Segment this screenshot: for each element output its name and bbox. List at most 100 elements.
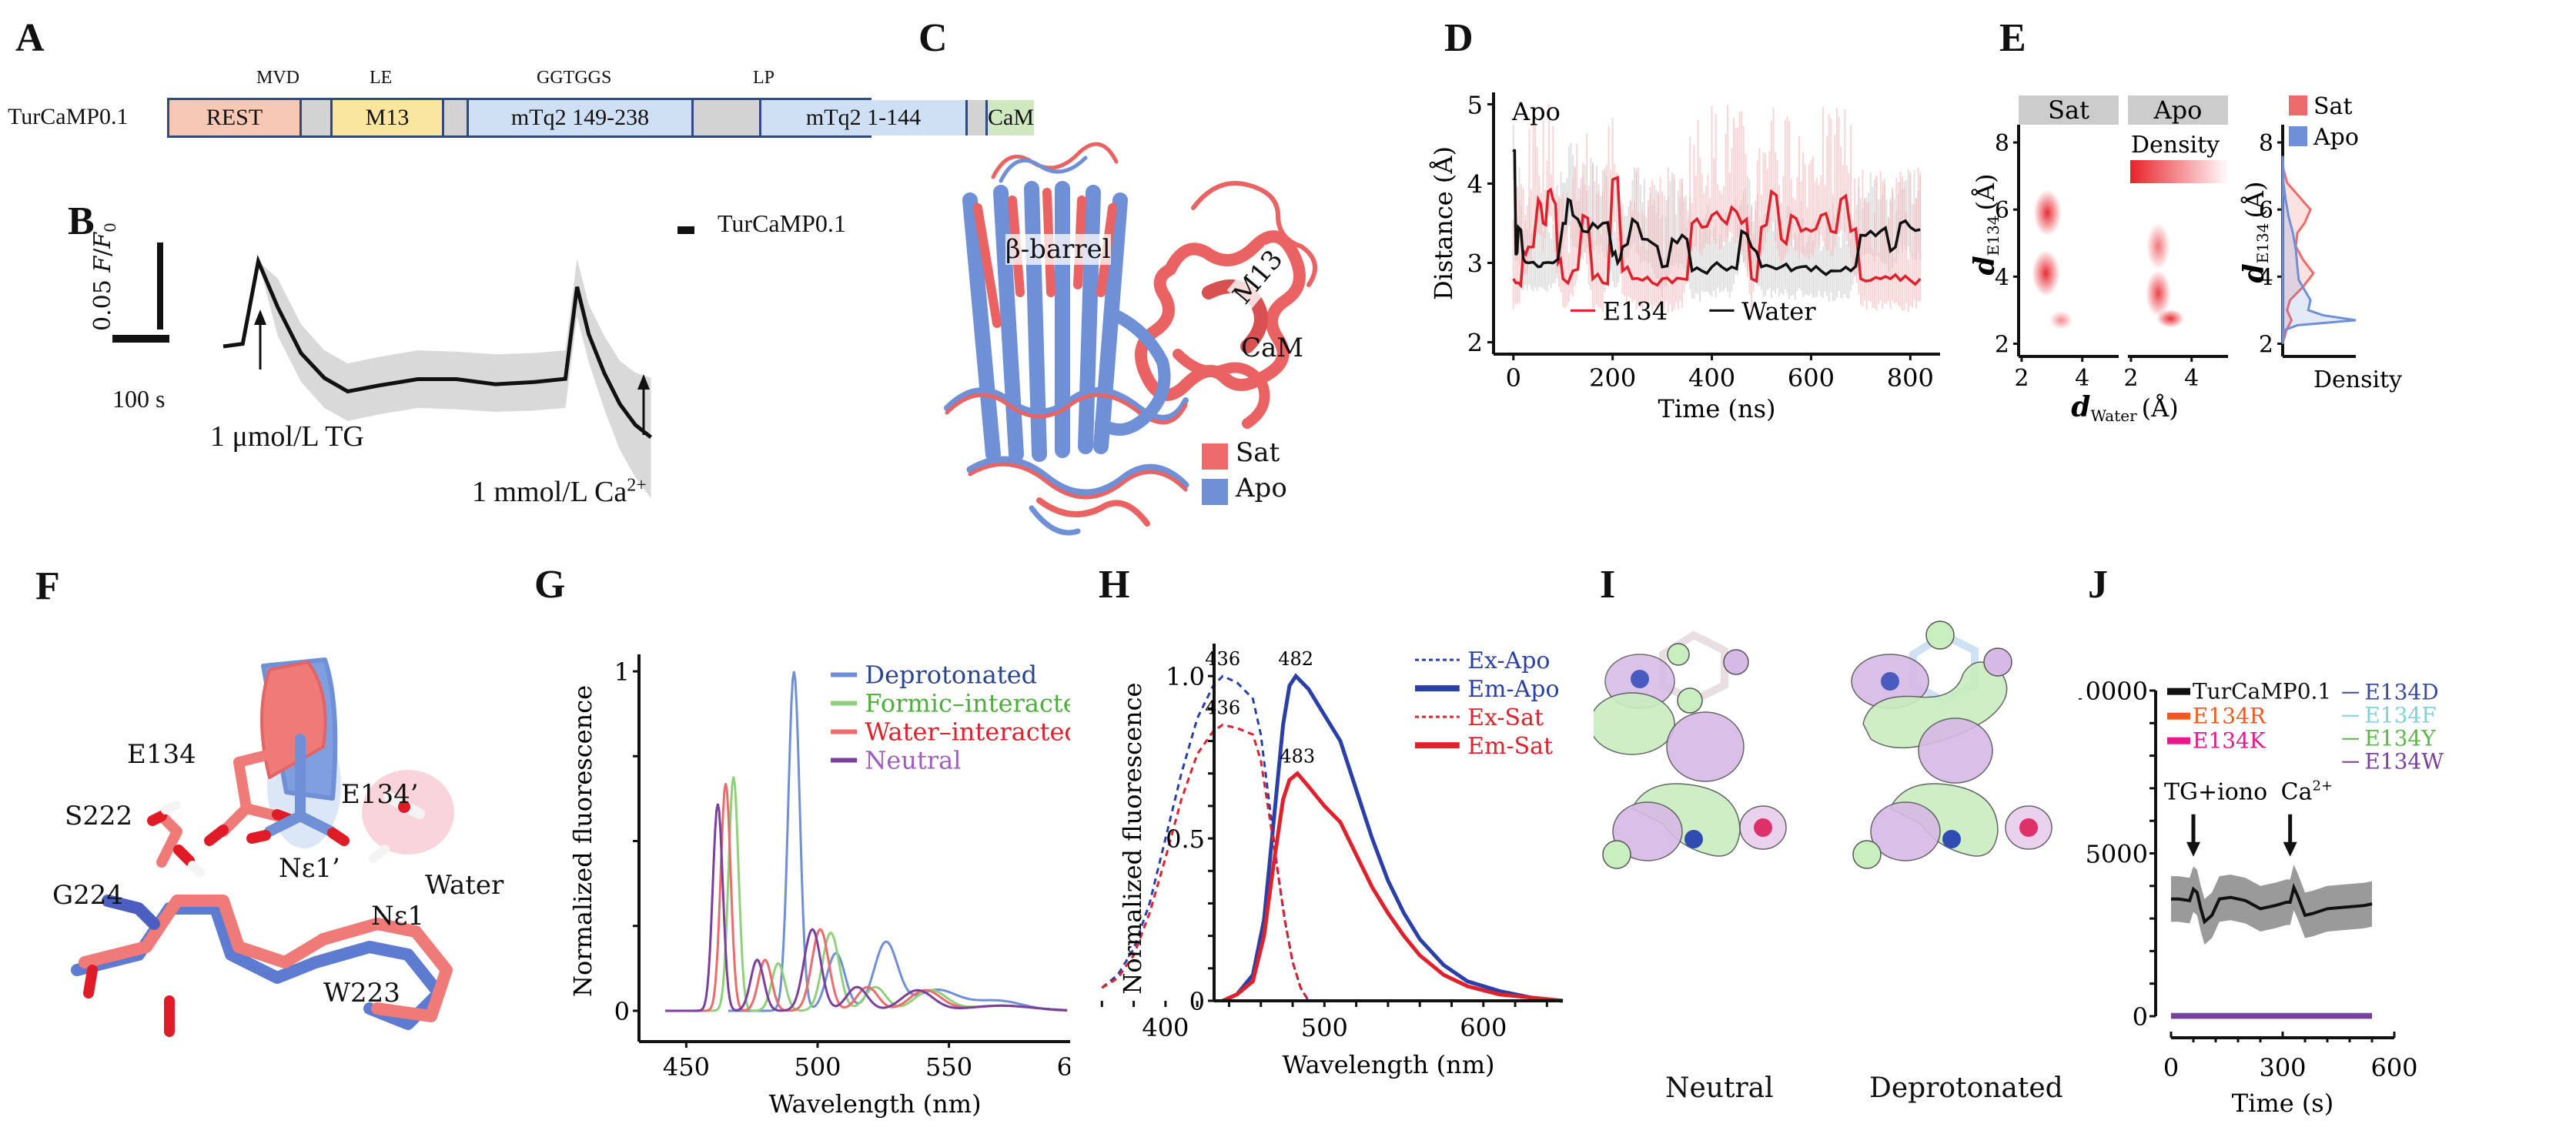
panel-label-f: F bbox=[35, 564, 60, 608]
d-y-tick-label: 2 bbox=[1467, 329, 1483, 358]
construct-bar: REST M13 mTq2 149-238 mTq2 1-144 CaM bbox=[167, 98, 1034, 138]
e-marginal-y-tick-label: 6 bbox=[2259, 197, 2273, 224]
beta-barrel-strands-apo bbox=[962, 181, 1128, 462]
j-legend-swatch bbox=[2167, 687, 2190, 695]
g-x-label: Wavelength (nm) bbox=[769, 1089, 982, 1119]
chart-b bbox=[112, 226, 694, 499]
construct-segment: REST bbox=[169, 100, 302, 135]
h-legend-label: Em-Apo bbox=[1467, 676, 1559, 703]
d-line-water bbox=[1512, 149, 1921, 276]
b-scale-y-sub: 0 bbox=[101, 222, 119, 232]
c-legend-swatch-sat bbox=[1202, 443, 1228, 470]
g-x-tick-label: 450 bbox=[663, 1052, 710, 1082]
linker-label: MVD bbox=[256, 68, 300, 88]
e-x-label-unit: (Å) bbox=[2142, 393, 2179, 423]
linker-label: GGTGGS bbox=[537, 68, 612, 88]
e-marginal-x-label: Density bbox=[2313, 366, 2402, 393]
j-legend-swatch bbox=[2167, 712, 2190, 720]
c-label-cam: CaM bbox=[1241, 333, 1304, 363]
e-facet-strip-sat bbox=[2019, 95, 2119, 125]
j-legend-label: E134K bbox=[2193, 728, 2267, 754]
e-marginal-legend-label: Apo bbox=[2313, 124, 2359, 151]
j-annotation-ca-text: Ca bbox=[2281, 779, 2313, 806]
d-legend-e134: E134 bbox=[1603, 296, 1668, 326]
j-arrow-head bbox=[2186, 841, 2200, 857]
caption-neutral: Neutral bbox=[1665, 1072, 1774, 1104]
d-x-tick-label: 200 bbox=[1589, 363, 1636, 393]
e-marginal-y-label: dE134 (Å) bbox=[2238, 181, 2272, 283]
e-density-spot bbox=[2032, 249, 2060, 296]
active-site-structure bbox=[71, 657, 454, 1037]
panel-label-g: G bbox=[534, 563, 566, 607]
j-line-turcamp bbox=[2171, 882, 2373, 925]
h-legend-label: Ex-Sat bbox=[1467, 704, 1544, 731]
e-density-spot bbox=[2145, 270, 2171, 317]
e-marginal-density-apo bbox=[2281, 156, 2357, 344]
e-marginal-y-tick-label: 8 bbox=[2259, 130, 2273, 157]
construct-segment bbox=[968, 100, 988, 135]
h-x-tick-label: 500 bbox=[1301, 1013, 1348, 1042]
e-y-label-unit: (Å) bbox=[1971, 173, 2000, 210]
h-y-tick-label: 0.5 bbox=[1166, 825, 1205, 854]
h-peak-label: 436 bbox=[1205, 697, 1240, 718]
b-scale-y-label: 0.05 F/F0 bbox=[89, 222, 119, 331]
h-legend-label: Em-Sat bbox=[1467, 733, 1553, 760]
g-x-tick-label: 550 bbox=[925, 1052, 972, 1082]
b-annotation-ca-text: 1 mmol/L Ca bbox=[472, 476, 627, 508]
d-noise-e134 bbox=[1512, 104, 1922, 313]
d-y-tick-label: 4 bbox=[1467, 169, 1483, 199]
atom-ne1: Nε1 bbox=[371, 901, 424, 932]
chart-j: 03006000500010000Time (s)Fluorencent int… bbox=[2079, 677, 2444, 1118]
e-x-label-sub: Water bbox=[2090, 406, 2137, 425]
panel-label-c: C bbox=[918, 16, 948, 60]
h-y-tick-label: 0 bbox=[1189, 987, 1205, 1016]
g-line-waterinteracted bbox=[665, 783, 1068, 1012]
h-peak-label: 483 bbox=[1280, 746, 1315, 768]
e-density-spot bbox=[2033, 189, 2062, 236]
panel-label-b: B bbox=[68, 199, 95, 243]
h-y-tick-label: 1.0 bbox=[1166, 662, 1205, 691]
d-x-tick-label: 600 bbox=[1788, 363, 1835, 393]
e-colorbar-label: Density bbox=[2131, 132, 2220, 159]
h-x-tick-label: 400 bbox=[1142, 1013, 1189, 1042]
g-legend-label: Water–interacted bbox=[865, 717, 1070, 746]
residue-e134: E134 bbox=[127, 739, 196, 770]
e-marginal-legend-swatch bbox=[2289, 126, 2307, 146]
g-legend-label: Deprotonated bbox=[865, 660, 1037, 689]
j-y-tick-label: 5000 bbox=[2086, 840, 2148, 869]
e-x-label: dWater (Å) bbox=[2071, 391, 2178, 425]
e-density-spot bbox=[2156, 309, 2185, 328]
e-y-label-sub: E134 bbox=[1984, 216, 2002, 256]
g-line-deprotonated bbox=[728, 671, 1068, 1012]
h-y-label: Normalized fluorescence bbox=[1118, 683, 1147, 995]
e-marginal-y-label-unit: (Å) bbox=[2240, 181, 2270, 218]
j-legend-label: E134Y bbox=[2364, 726, 2436, 751]
e-marginal-legend-swatch bbox=[2289, 95, 2307, 115]
e-marginal-y-label-sub: E134 bbox=[2253, 223, 2272, 264]
h-line-ex-apo bbox=[1101, 674, 1310, 1002]
d-x-tick-label: 800 bbox=[1887, 363, 1934, 393]
e-marginal-y-tick-label: 4 bbox=[2259, 264, 2273, 291]
construct-name: TurCaMP0.1 bbox=[8, 104, 129, 129]
d-y-tick-label: 3 bbox=[1467, 249, 1483, 279]
d-line-e134 bbox=[1512, 176, 1922, 289]
j-annotation-ca-sup: 2+ bbox=[2313, 778, 2333, 794]
e-facet-strip-apo bbox=[2128, 95, 2228, 125]
c-label-barrel: β-barrel bbox=[1005, 234, 1111, 265]
construct-segment bbox=[444, 100, 469, 135]
g-x-tick-label: 500 bbox=[794, 1052, 841, 1082]
e-facet-label-sat: Sat bbox=[2048, 95, 2089, 125]
h-line-em-apo bbox=[1222, 673, 1564, 1003]
h-peak-label: 436 bbox=[1205, 648, 1240, 670]
j-legend-label: TurCaMP0.1 bbox=[2193, 679, 2331, 704]
e134-prime-sidechain bbox=[264, 734, 336, 837]
b-annotation-tg: 1 μmol/L TG bbox=[210, 420, 364, 453]
residue-w223: W223 bbox=[323, 978, 400, 1009]
construct-segment bbox=[302, 100, 333, 135]
s222 bbox=[156, 811, 182, 868]
j-x-tick-label: 300 bbox=[2259, 1053, 2306, 1082]
panel-label-a: A bbox=[15, 16, 45, 60]
g-y-tick-label: 0 bbox=[614, 997, 630, 1026]
orbital-deprotonated bbox=[1851, 621, 2052, 869]
e-y-tick-label: 2 bbox=[1995, 331, 2009, 358]
